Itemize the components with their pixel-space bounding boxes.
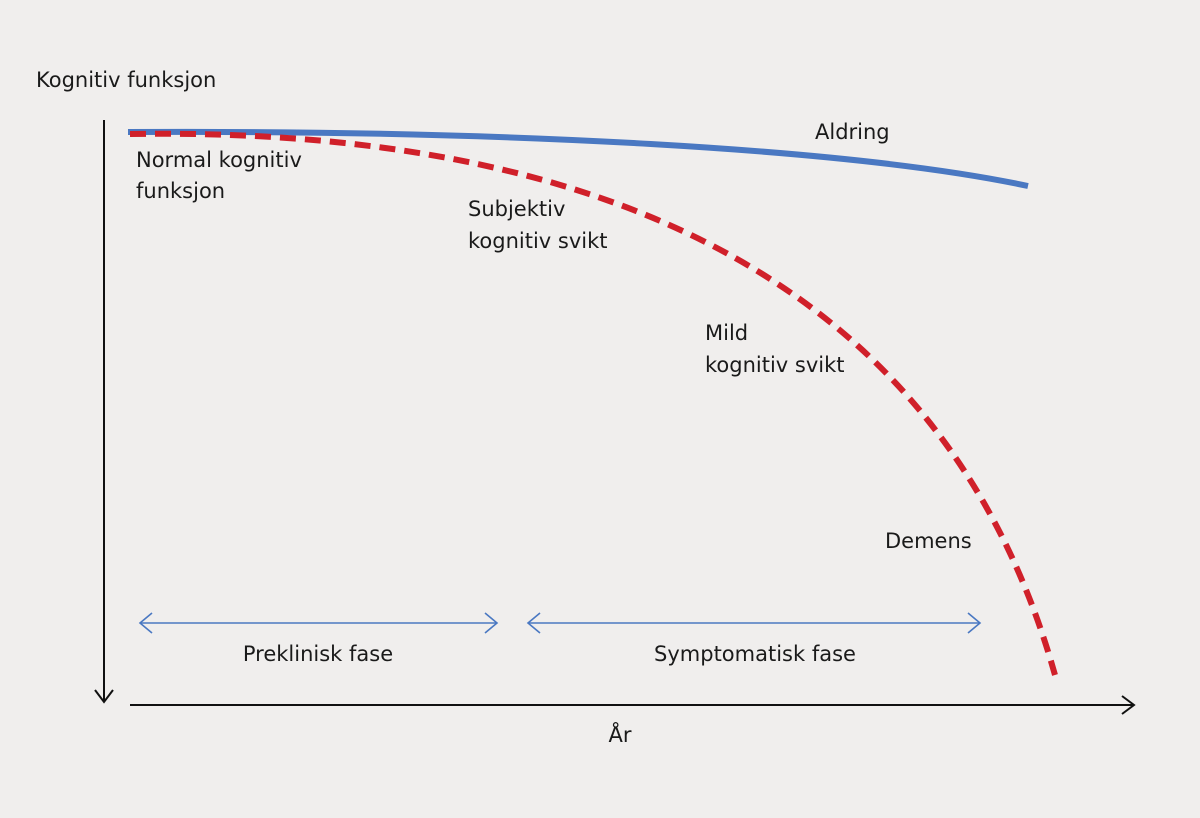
arrowhead (484, 612, 499, 634)
y-axis-label: Kognitiv funksjon (36, 68, 216, 92)
aging-curve (127, 128, 1029, 189)
x-arrowhead (1121, 695, 1136, 715)
phase-label: Preklinisk fase (243, 642, 393, 666)
arrowhead (967, 612, 982, 634)
stage-label: funksjon (136, 179, 225, 203)
stage-label: Demens (885, 529, 972, 553)
y-arrowhead (94, 689, 114, 704)
curve-label: Aldring (815, 120, 890, 144)
phase-label: Symptomatisk fase (654, 642, 856, 666)
x-axis-label: År (609, 721, 632, 747)
stage-label: Subjektiv (468, 197, 565, 221)
decline-curve (129, 130, 1058, 676)
stage-label: Mild (705, 321, 748, 345)
phase-arrows (138, 612, 982, 634)
stage-label: kognitiv svikt (468, 229, 608, 253)
stage-label: kognitiv svikt (705, 353, 845, 377)
stage-label: Normal kognitiv (136, 148, 302, 172)
arrowhead (138, 612, 153, 634)
arrowhead (526, 612, 541, 634)
axes (94, 120, 1136, 715)
